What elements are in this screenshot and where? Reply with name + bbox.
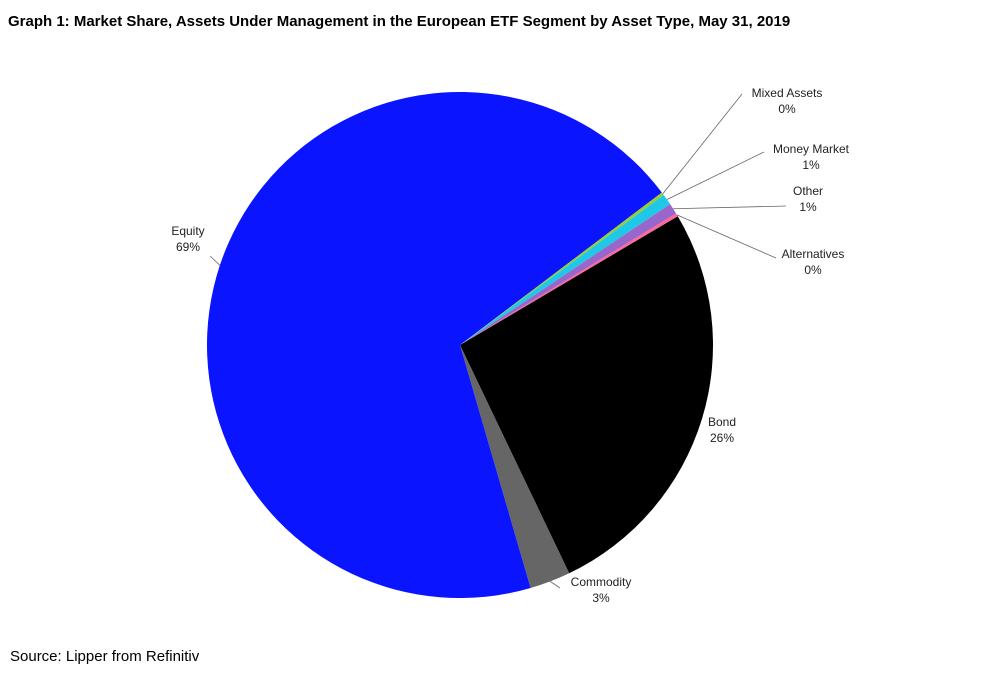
slice-label: Money Market — [773, 142, 850, 156]
chart-title: Graph 1: Market Share, Assets Under Mana… — [8, 13, 790, 30]
slice-value-label: 26% — [710, 431, 734, 445]
slice-label: Other — [793, 184, 823, 198]
slice-value-label: 69% — [176, 240, 200, 254]
pie-slice — [460, 216, 713, 574]
slice-value-label: 1% — [799, 200, 817, 214]
pie-slice — [460, 192, 664, 345]
slice-label: Alternatives — [782, 247, 845, 261]
leader-line — [673, 205, 787, 210]
leader-line — [676, 214, 777, 259]
pie-slice — [460, 213, 678, 345]
leader-line — [209, 255, 221, 266]
leader-line — [549, 581, 561, 589]
pie-slice — [206, 91, 662, 599]
pie-slice — [460, 195, 671, 345]
slice-value-label: 1% — [802, 158, 820, 172]
pie-slice — [460, 204, 677, 345]
slice-label: Mixed Assets — [752, 86, 823, 100]
leader-line — [662, 93, 743, 194]
slice-value-label: 0% — [778, 102, 796, 116]
slice-label: Commodity — [571, 575, 632, 589]
slice-value-label: 3% — [592, 591, 610, 605]
slice-value-label: 0% — [804, 263, 822, 277]
source-note: Source: Lipper from Refinitiv — [10, 648, 200, 665]
slice-label: Equity — [171, 224, 204, 238]
slice-label: Bond — [708, 415, 736, 429]
pie-slice — [460, 345, 570, 588]
leader-line — [666, 151, 765, 200]
